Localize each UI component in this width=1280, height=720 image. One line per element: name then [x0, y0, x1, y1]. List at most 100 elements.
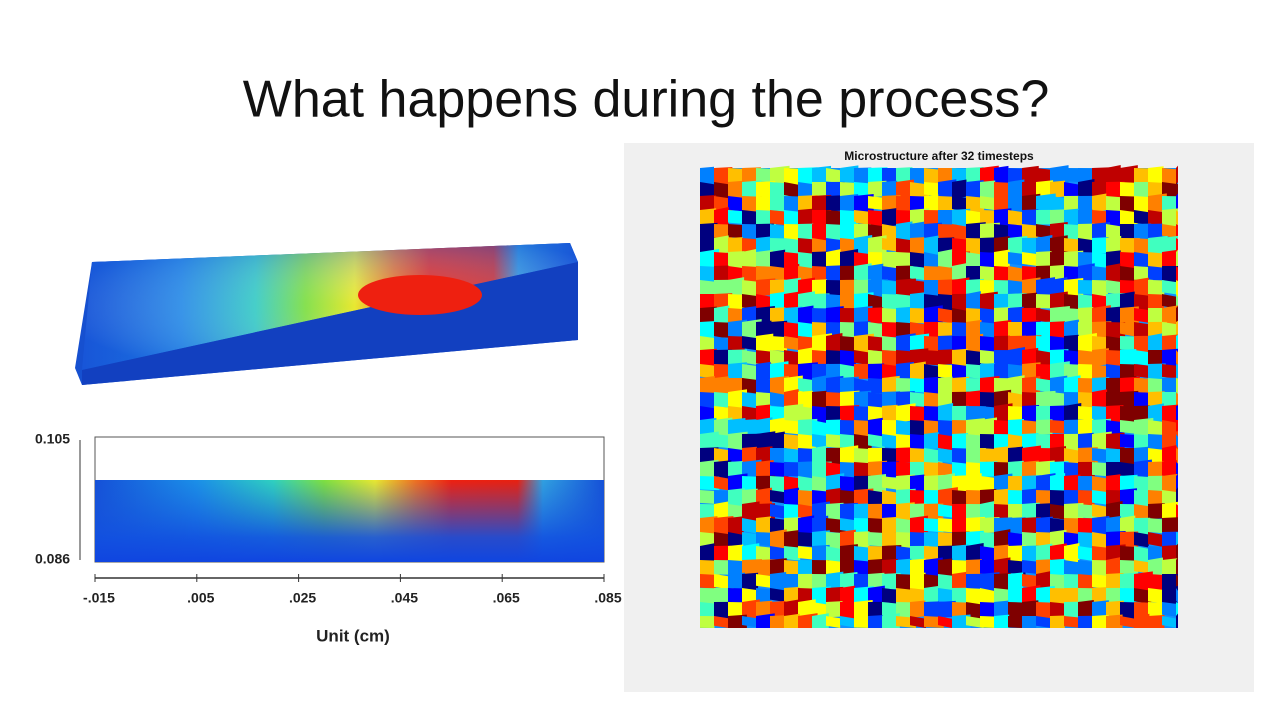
- grain: [1134, 392, 1151, 408]
- grain: [840, 518, 858, 533]
- x-label: .005: [187, 590, 214, 606]
- grain: [1120, 322, 1135, 337]
- grain: [1008, 560, 1026, 575]
- grain: [840, 308, 855, 327]
- grain: [1078, 461, 1095, 478]
- grain: [1022, 307, 1041, 323]
- grain: [980, 180, 996, 202]
- grain: [994, 350, 1009, 367]
- grain: [980, 252, 997, 268]
- grain: [938, 308, 954, 324]
- grain: [700, 574, 716, 589]
- grain: [1120, 336, 1137, 351]
- grain: [798, 252, 817, 271]
- grain: [1162, 404, 1178, 425]
- grain: [1022, 193, 1041, 214]
- grain: [910, 348, 929, 367]
- grain: [798, 434, 817, 450]
- grain: [1106, 336, 1122, 354]
- grain: [1050, 529, 1067, 549]
- grain: [784, 306, 803, 328]
- grain: [714, 376, 729, 396]
- grain: [1008, 196, 1027, 216]
- grain: [742, 488, 758, 506]
- grain: [994, 434, 1012, 449]
- grain: [1148, 363, 1166, 383]
- grain: [882, 516, 899, 534]
- grain: [1176, 588, 1178, 604]
- grain: [1036, 490, 1051, 506]
- grain: [728, 308, 747, 324]
- grain: [728, 180, 747, 201]
- grain: [952, 448, 967, 467]
- grain: [1106, 377, 1124, 394]
- grain: [966, 350, 981, 369]
- grain: [1162, 280, 1178, 295]
- grain: [1176, 280, 1178, 299]
- grain: [1134, 181, 1151, 199]
- grain: [952, 224, 967, 243]
- grain: [1148, 434, 1166, 450]
- grain: [952, 293, 969, 313]
- grain: [938, 420, 955, 437]
- grain: [700, 417, 717, 438]
- grain: [1106, 196, 1123, 215]
- grain: [1022, 405, 1040, 424]
- grain: [742, 406, 758, 423]
- grain: [1106, 614, 1123, 628]
- grain: [980, 448, 995, 463]
- grain: [1036, 378, 1055, 394]
- grain: [798, 573, 813, 592]
- grain: [756, 168, 775, 183]
- grain: [854, 448, 870, 467]
- grain: [700, 364, 717, 379]
- grain: [868, 615, 883, 628]
- grain: [714, 392, 729, 408]
- melt-pool-3d: [75, 243, 578, 385]
- grain: [1120, 406, 1137, 424]
- grain: [882, 350, 901, 367]
- grain: [770, 392, 787, 409]
- grain: [798, 532, 813, 547]
- grain: [1134, 364, 1152, 379]
- grain: [1120, 224, 1135, 241]
- grain: [826, 280, 844, 297]
- grain: [966, 364, 981, 379]
- grain: [840, 265, 855, 282]
- grain: [882, 280, 897, 297]
- grain: [714, 601, 732, 620]
- grain: [1162, 249, 1178, 269]
- grain: [770, 615, 785, 628]
- grain: [770, 210, 785, 226]
- grain: [770, 350, 787, 366]
- grain: [700, 266, 717, 285]
- grain: [952, 614, 971, 628]
- grain: [980, 546, 997, 562]
- grain: [1176, 165, 1178, 185]
- grain: [728, 448, 743, 464]
- grain: [854, 350, 872, 366]
- grain: [1162, 208, 1178, 229]
- grain: [784, 420, 800, 435]
- grain: [1120, 515, 1136, 536]
- grain: [1134, 490, 1151, 507]
- grain: [840, 476, 858, 495]
- grain: [1008, 210, 1025, 228]
- grain: [1176, 613, 1178, 628]
- grain: [1078, 490, 1095, 506]
- grain: [924, 601, 939, 618]
- grain: [784, 196, 801, 212]
- grain: [1106, 405, 1124, 424]
- grain: [714, 616, 729, 628]
- grain: [1050, 405, 1069, 424]
- grain: [1008, 588, 1025, 606]
- grain: [1134, 459, 1152, 479]
- grain: [1092, 587, 1107, 606]
- grain: [700, 459, 719, 481]
- grain: [1064, 616, 1083, 628]
- grain: [1134, 350, 1150, 366]
- grain: [1148, 503, 1165, 520]
- grain: [1134, 335, 1151, 354]
- grain: [1176, 557, 1178, 579]
